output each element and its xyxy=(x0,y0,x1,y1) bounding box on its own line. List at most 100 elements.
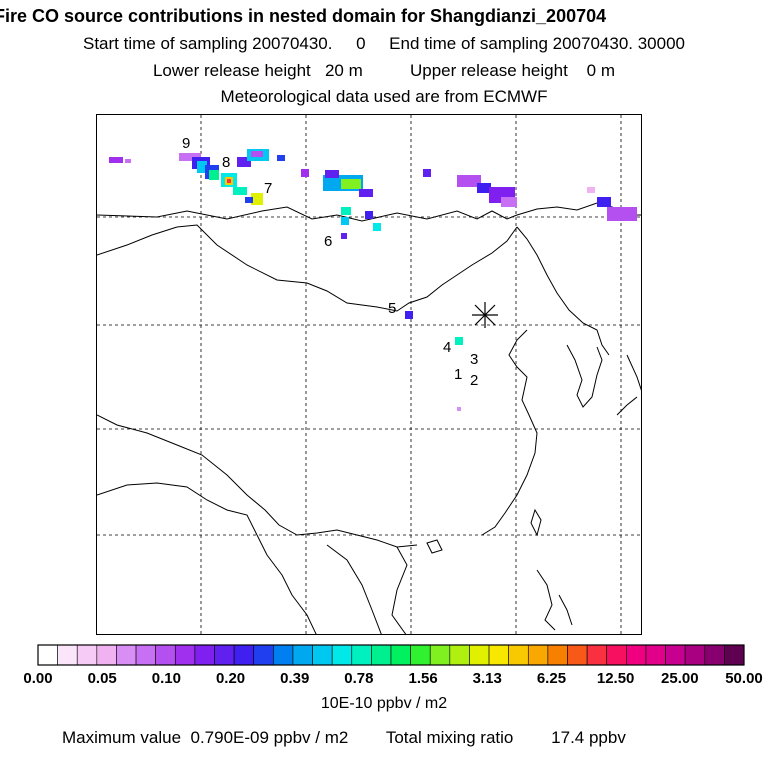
met-data-line: Meteorological data used are from ECMWF xyxy=(220,87,548,106)
colorbar-swatch xyxy=(645,644,666,666)
source-label-2: 2 xyxy=(470,372,478,389)
source-cell xyxy=(341,179,361,189)
footer-stats: Maximum value 0.790E-09 ppbv / m2 Total … xyxy=(62,728,626,748)
source-cell xyxy=(125,159,131,163)
source-cell xyxy=(477,183,491,193)
philippines-coast xyxy=(536,569,573,631)
max-value: 0.790E-09 ppbv / m2 xyxy=(190,728,349,747)
source-label-4: 4 xyxy=(443,339,451,356)
source-label-9: 9 xyxy=(182,135,190,152)
colorbar-tick-label: 12.50 xyxy=(596,670,635,687)
source-cell xyxy=(237,157,251,167)
source-cell xyxy=(423,169,431,177)
colorbar-swatch xyxy=(567,644,588,666)
colorbar-swatch xyxy=(37,644,58,666)
colorbar-swatch xyxy=(449,644,470,666)
colorbar-tick-label: 0.05 xyxy=(87,670,117,687)
colorbar-swatch xyxy=(371,644,392,666)
source-label-6: 6 xyxy=(324,233,332,250)
colorbar-swatch xyxy=(233,644,255,666)
colorbar-swatch xyxy=(174,644,196,666)
colorbar-tick-label: 3.13 xyxy=(472,670,502,687)
source-cell xyxy=(197,161,207,173)
source-cell xyxy=(457,407,461,411)
colorbar-swatch xyxy=(410,644,431,666)
colorbar-swatch xyxy=(586,644,608,666)
source-labels: 9 8 7 6 5 4 3 1 2 xyxy=(182,135,478,389)
indochina-coast xyxy=(256,534,408,634)
kazakhstan-border xyxy=(97,226,178,256)
source-cell xyxy=(501,197,517,207)
release-height-line: Lower release height 20 m Upper release … xyxy=(152,61,616,80)
colorbar-swatch xyxy=(606,644,627,666)
source-cell xyxy=(597,197,611,207)
source-cell xyxy=(341,233,347,239)
colorbar-swatch xyxy=(194,644,215,666)
colorbar-swatch xyxy=(351,644,372,666)
colorbar-tick-label: 0.78 xyxy=(344,670,374,687)
source-cell xyxy=(209,170,219,180)
map-title: Fire CO source contributions in nested d… xyxy=(0,6,607,26)
colorbar-swatch xyxy=(155,644,176,666)
source-cell xyxy=(109,157,123,163)
colorbar-swatch xyxy=(704,644,725,666)
china-east-coast xyxy=(481,329,538,536)
colorbar-units: 10E-10 ppbv / m2 xyxy=(320,695,448,712)
colorbar-tick-label: 25.00 xyxy=(661,670,699,687)
colorbar-tick-label: 50.00 xyxy=(725,670,763,687)
colorbar-swatch xyxy=(626,644,647,666)
max-value-label: Maximum value xyxy=(62,728,182,747)
source-cell xyxy=(405,311,413,319)
source-cell xyxy=(251,193,263,205)
map-panel[interactable]: 9 8 7 6 5 4 3 1 2 xyxy=(96,114,642,635)
colorbar-swatch xyxy=(135,644,156,666)
source-cell xyxy=(341,217,349,225)
source-cell xyxy=(245,197,253,203)
china-northeast-border xyxy=(516,226,610,356)
source-label-8: 8 xyxy=(222,154,230,171)
source-cell xyxy=(251,151,263,157)
source-cell xyxy=(587,187,595,193)
source-label-7: 7 xyxy=(264,180,272,197)
colorbar-tick-label: 1.56 xyxy=(408,670,438,687)
source-cell xyxy=(455,337,463,345)
source-cell xyxy=(301,169,309,177)
source-cell xyxy=(607,207,637,221)
colorbar-swatch xyxy=(469,644,490,666)
colorbar-swatch xyxy=(96,644,117,666)
colorbar-swatch xyxy=(253,644,274,666)
source-label-5: 5 xyxy=(388,300,396,317)
taiwan-coast xyxy=(530,508,542,537)
source-cell xyxy=(233,187,247,195)
fire-source-cells xyxy=(109,149,637,411)
colorbar-swatch xyxy=(724,644,745,666)
source-cell xyxy=(227,179,231,183)
colorbar-swatch xyxy=(508,644,529,666)
colorbar-swatch xyxy=(214,644,235,666)
colorbar-swatch xyxy=(57,644,78,666)
source-cell xyxy=(373,223,381,231)
total-mixing-value: 17.4 ppbv xyxy=(551,728,626,747)
source-label-3: 3 xyxy=(470,351,478,368)
total-mixing-label: Total mixing ratio xyxy=(385,728,514,747)
colorbar-swatch xyxy=(76,644,98,666)
colorbar-swatch xyxy=(273,644,294,666)
source-label-1: 1 xyxy=(454,366,462,383)
colorbar-tick-label: 0.39 xyxy=(280,670,310,687)
source-cell xyxy=(457,175,481,187)
source-cell xyxy=(179,153,201,161)
colorbar-swatch xyxy=(292,644,313,666)
china-south-border xyxy=(97,414,418,548)
colorbar-swatch xyxy=(312,644,333,666)
source-cell xyxy=(359,189,373,197)
colorbar-swatch xyxy=(390,644,411,666)
source-cell xyxy=(277,155,285,161)
colorbar-tick-label: 0.20 xyxy=(215,670,246,687)
colorbar-swatch xyxy=(684,644,706,666)
russia-border xyxy=(97,202,641,222)
colorbar-tick-label: 0.10 xyxy=(151,670,181,687)
sampling-time-line: Start time of sampling 20070430. 0 End t… xyxy=(83,34,685,53)
map-svg: 9 8 7 6 5 4 3 1 2 xyxy=(97,115,641,634)
japan-coast xyxy=(616,354,641,416)
station-asterisk xyxy=(472,302,498,328)
